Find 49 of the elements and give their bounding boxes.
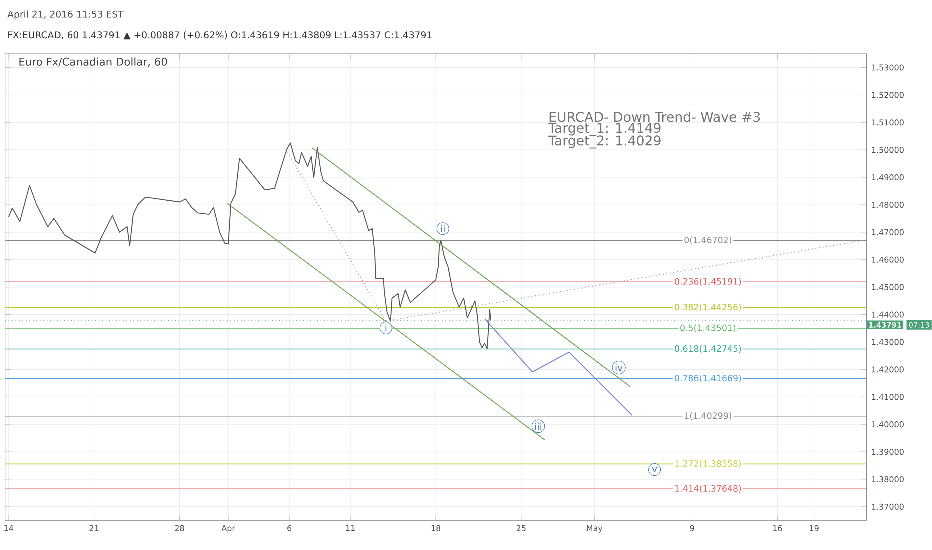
y-tick-label: 1.40000 xyxy=(872,422,904,428)
y-tick-label: 1.41000 xyxy=(872,394,904,400)
x-tick-label: 9 xyxy=(690,525,694,532)
ref-line-label: 0.618(1.42745) xyxy=(675,345,742,354)
ref-line-label: 0.236(1.45191) xyxy=(675,278,742,286)
text: April 21, 2016 11:53 EST xyxy=(8,10,124,20)
annotation: ii xyxy=(441,225,445,232)
y-tick-label: 1.42000 xyxy=(872,366,904,373)
y-tick-label: 1.50000 xyxy=(872,147,904,154)
x-tick-label: 18 xyxy=(432,525,441,532)
annotation: iv xyxy=(616,364,623,372)
ref-line-label: 0.786(1.41669) xyxy=(675,374,742,383)
x-tick-label: 25 xyxy=(516,525,526,532)
y-tick-label: 1.53000 xyxy=(872,64,904,71)
annotation: Target_2: 1.4029 xyxy=(548,136,661,149)
ref-line-label: 1.272(1.38558) xyxy=(675,460,742,468)
chart-title: Euro Fx/Canadian Dollar, 60 xyxy=(20,58,168,68)
ref-line-label: 0.5(1.43501) xyxy=(680,324,736,332)
y-tick-label: 1.44000 xyxy=(872,312,904,318)
ref-line-label: 0.382(1.44256) xyxy=(675,304,742,312)
annotation: EURCAD- Down Trend- Wave #3 xyxy=(550,112,760,122)
y-tick-label: 1.45000 xyxy=(872,284,904,290)
ref-line-label: 1.414(1.37648) xyxy=(675,485,742,494)
x-tick-label: 6 xyxy=(288,525,292,532)
y-tick-label: 1.43000 xyxy=(872,339,904,346)
y-tick-label: 1.52000 xyxy=(872,92,904,98)
ref-line-label: 1(1.40299) xyxy=(685,412,732,420)
x-tick-label: 19 xyxy=(810,525,819,532)
x-tick-label: 16 xyxy=(773,525,782,532)
y-tick-label: 1.37000 xyxy=(872,504,904,510)
y-tick-label: 1.38000 xyxy=(872,476,904,483)
y-tick-label: 1.46000 xyxy=(872,256,904,263)
y-tick-label: 1.47000 xyxy=(872,229,904,236)
x-tick-label: Apr xyxy=(222,525,236,533)
x-tick-label: May xyxy=(587,525,603,533)
x-tick-label: 21 xyxy=(90,525,99,532)
y-tick-label: 1.51000 xyxy=(872,120,904,126)
annotation: v xyxy=(652,467,658,472)
annotation: iii xyxy=(536,422,542,430)
annotation: Target_1: 1.4149 xyxy=(548,123,661,136)
x-tick-label: 14 xyxy=(4,525,14,532)
x-tick-label: 11 xyxy=(346,525,355,532)
ref-line-label: 0(1.46702) xyxy=(684,236,732,244)
chart-subtitle: FX:EURCAD, 60 1.43791 ▲ +0.00887 (+0.62%) O:1.43619 H:1.43809 L:1.43537 C:1.43791 xyxy=(8,31,432,40)
annotation: i xyxy=(386,324,387,332)
y-tick-label: 1.49000 xyxy=(872,174,904,181)
y-tick-label: 1.48000 xyxy=(872,202,904,208)
y-tick-label: 1.39000 xyxy=(872,449,904,456)
x-tick-label: 28 xyxy=(175,525,184,532)
